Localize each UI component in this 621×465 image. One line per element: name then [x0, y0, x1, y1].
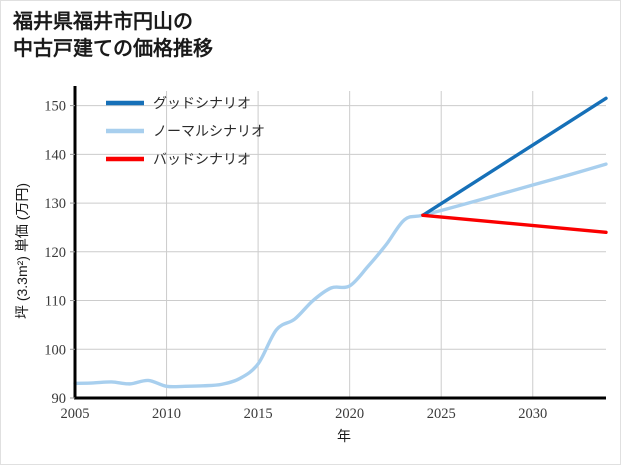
x-tick-label: 2020 — [335, 406, 364, 422]
y-tick-label: 120 — [44, 245, 66, 261]
x-tick-label: 2010 — [152, 406, 181, 422]
y-tick-label: 110 — [45, 294, 66, 310]
legend-label: ノーマルシナリオ — [153, 125, 265, 140]
chart-title: 福井県福井市円山の 中古戸建ての価格推移 — [13, 11, 213, 60]
y-tick-label: 130 — [44, 196, 66, 212]
series-line — [73, 162, 608, 389]
legend-label: バッドシナリオ — [153, 153, 251, 168]
gridlines-group — [75, 91, 606, 398]
series-group — [73, 96, 608, 389]
y-tick-label: 100 — [44, 342, 66, 358]
legend-label: グッドシナリオ — [153, 96, 251, 112]
x-tick-label: 2015 — [244, 406, 273, 422]
tick-labels-group: 90 100 110 120 130 140 150 2005 2010 2015 2020 2025… — [44, 99, 547, 422]
x-axis-title: 年 — [337, 428, 351, 444]
series-line — [421, 213, 608, 235]
y-tick-label: 140 — [44, 147, 66, 163]
x-tick-label: 2025 — [427, 406, 456, 422]
x-tick-label: 2030 — [518, 406, 547, 422]
y-tick-label: 90 — [52, 391, 67, 407]
series-line — [421, 96, 608, 217]
y-tick-label: 150 — [44, 99, 66, 115]
x-tick-label: 2005 — [61, 406, 90, 422]
y-axis-title: 坪 (3.3m²) 単価 (万円) — [14, 183, 30, 319]
axes-group — [70, 86, 606, 400]
